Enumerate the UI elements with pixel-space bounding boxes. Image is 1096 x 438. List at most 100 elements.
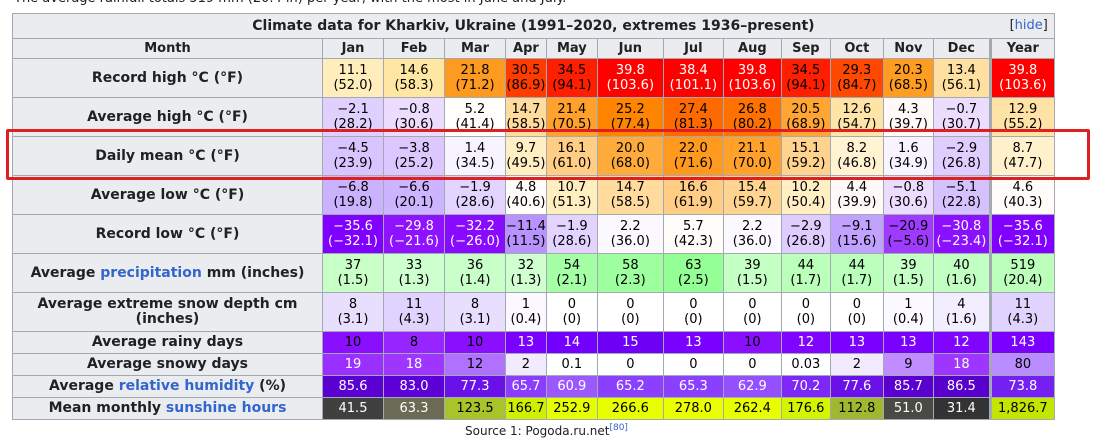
value-secondary: (77.4) [610,117,650,132]
data-cell: 8 (3.1) [444,292,506,332]
value-secondary: (19.8) [333,195,373,210]
data-cell: 14.7 (58.5) [505,97,547,137]
data-cell: 30.5 (86.9) [505,58,547,98]
data-cell: 85.7 [882,375,934,398]
data-cell: −2.9 (26.8) [780,214,831,254]
data-cell: 54 (2.1) [545,253,598,293]
row-label-prefix: Average [30,264,101,281]
column-header-jan: Jan [322,38,384,59]
value-secondary: (59.2) [786,156,826,171]
value-celsius: −0.7 [945,102,978,117]
data-cell: −30.8 (−23.4) [932,214,991,254]
data-cell: −32.2 (−26.0) [444,214,506,254]
data-cell: 9 [882,353,934,376]
row-label: Average relative humidity (%) [12,375,323,398]
value-celsius: −9.1 [841,219,873,234]
data-cell: 166.7 [505,397,547,420]
column-header-apr: Apr [505,38,547,59]
data-cell: 0 [722,353,782,376]
data-cell: 4.4 (39.9) [829,175,884,215]
value-celsius: 0 [689,297,698,312]
value-secondary: (1.5) [892,273,924,288]
data-cell: 13.4 (56.1) [932,58,991,98]
value-celsius: 8.7 [1012,141,1034,156]
value-secondary: (1.7) [790,273,822,288]
data-cell: 0 (0) [596,292,664,332]
data-cell: 13 [505,331,547,354]
data-cell: 14.7 (58.5) [596,175,664,215]
value-celsius: 5.2 [464,102,486,117]
data-cell: 1 (0.4) [882,292,934,332]
row-label: Average low °C (°F) [12,175,323,215]
value-celsius: 34.5 [557,63,587,78]
data-cell: 4.8 (40.6) [505,175,547,215]
data-cell: 11.1 (52.0) [322,58,384,98]
column-header-sep: Sep [780,38,831,59]
data-cell: 39 (1.5) [722,253,782,293]
data-cell: 8.7 (47.7) [988,136,1055,176]
value-secondary: (68.0) [610,156,650,171]
value-celsius: −5.1 [945,180,978,195]
value-secondary: (68.9) [786,117,826,132]
value-secondary: (50.4) [786,195,826,210]
value-secondary: (47.7) [1003,156,1043,171]
data-cell: 0.03 [780,353,831,376]
data-cell: 70.2 [780,375,831,398]
data-cell: 85.6 [322,375,384,398]
value-celsius: −1.9 [556,219,588,234]
value-celsius: 5.7 [683,219,704,234]
source-ref[interactable]: [80] [609,423,628,433]
value-secondary: (0) [562,312,582,327]
value-secondary: (0) [847,312,867,327]
value-celsius: 2.2 [620,219,641,234]
value-secondary: (26.8) [941,156,981,171]
value-celsius: 4.4 [846,180,868,195]
data-cell: −0.7 (30.7) [932,97,991,137]
data-cell: 12 [932,331,991,354]
row-label: Average high °C (°F) [12,97,323,137]
data-cell: 16.6 (61.9) [662,175,724,215]
data-cell: −1.9 (28.6) [545,214,598,254]
value-secondary: (−32.1) [997,234,1048,249]
column-header-dec: Dec [932,38,991,59]
data-cell: 34.5 (94.1) [545,58,598,98]
value-celsius: −4.5 [337,141,369,156]
month-header: Month [12,38,323,59]
value-celsius: 38.4 [678,63,708,78]
value-celsius: 21.1 [737,141,767,156]
data-cell: 39 (1.5) [882,253,934,293]
data-cell: 62.9 [722,375,782,398]
row-label-link[interactable]: precipitation [100,264,202,281]
value-secondary: (1.6) [945,312,977,327]
table-row: Average rainy days 10 8 10 13 14 15 13 10 12 13 13 1… [12,331,1055,354]
row-label-link[interactable]: relative humidity [118,378,255,394]
data-cell: 11 (4.3) [988,292,1055,332]
table-row: Average relative humidity (%) 85.6 83.0 77.… [12,375,1055,398]
data-cell: 29.3 (84.7) [829,58,884,98]
value-celsius: 44 [848,258,866,273]
hide-link[interactable]: hide [1014,18,1043,33]
value-secondary: (86.9) [506,78,546,93]
row-label-link[interactable]: sunshine hours [165,400,287,416]
value-celsius: −2.9 [790,219,822,234]
data-cell: 8.2 (46.8) [829,136,884,176]
value-celsius: −20.9 [888,219,929,234]
value-celsius: 39.8 [1008,63,1038,78]
value-secondary: (84.7) [837,78,877,93]
data-cell: 2.2 (36.0) [722,214,782,254]
value-celsius: 20.5 [791,102,821,117]
data-cell: 40 (1.6) [932,253,991,293]
table-row: Average low °C (°F) −6.8 (19.8) −6.6 (20.1) −… [12,175,1055,215]
value-celsius: 63 [685,258,702,273]
data-cell: 8 [383,331,445,354]
value-celsius: 40 [953,258,970,273]
data-cell: 20.3 (68.5) [882,58,934,98]
data-cell: 63 (2.5) [662,253,724,293]
column-header-year: Year [988,38,1055,59]
value-celsius: 0 [748,297,757,312]
value-celsius: −0.8 [892,180,925,195]
data-cell: 14 [545,331,598,354]
value-celsius: 37 [344,258,362,273]
value-celsius: 21.4 [557,102,587,117]
data-cell: 14.6 (58.3) [383,58,445,98]
